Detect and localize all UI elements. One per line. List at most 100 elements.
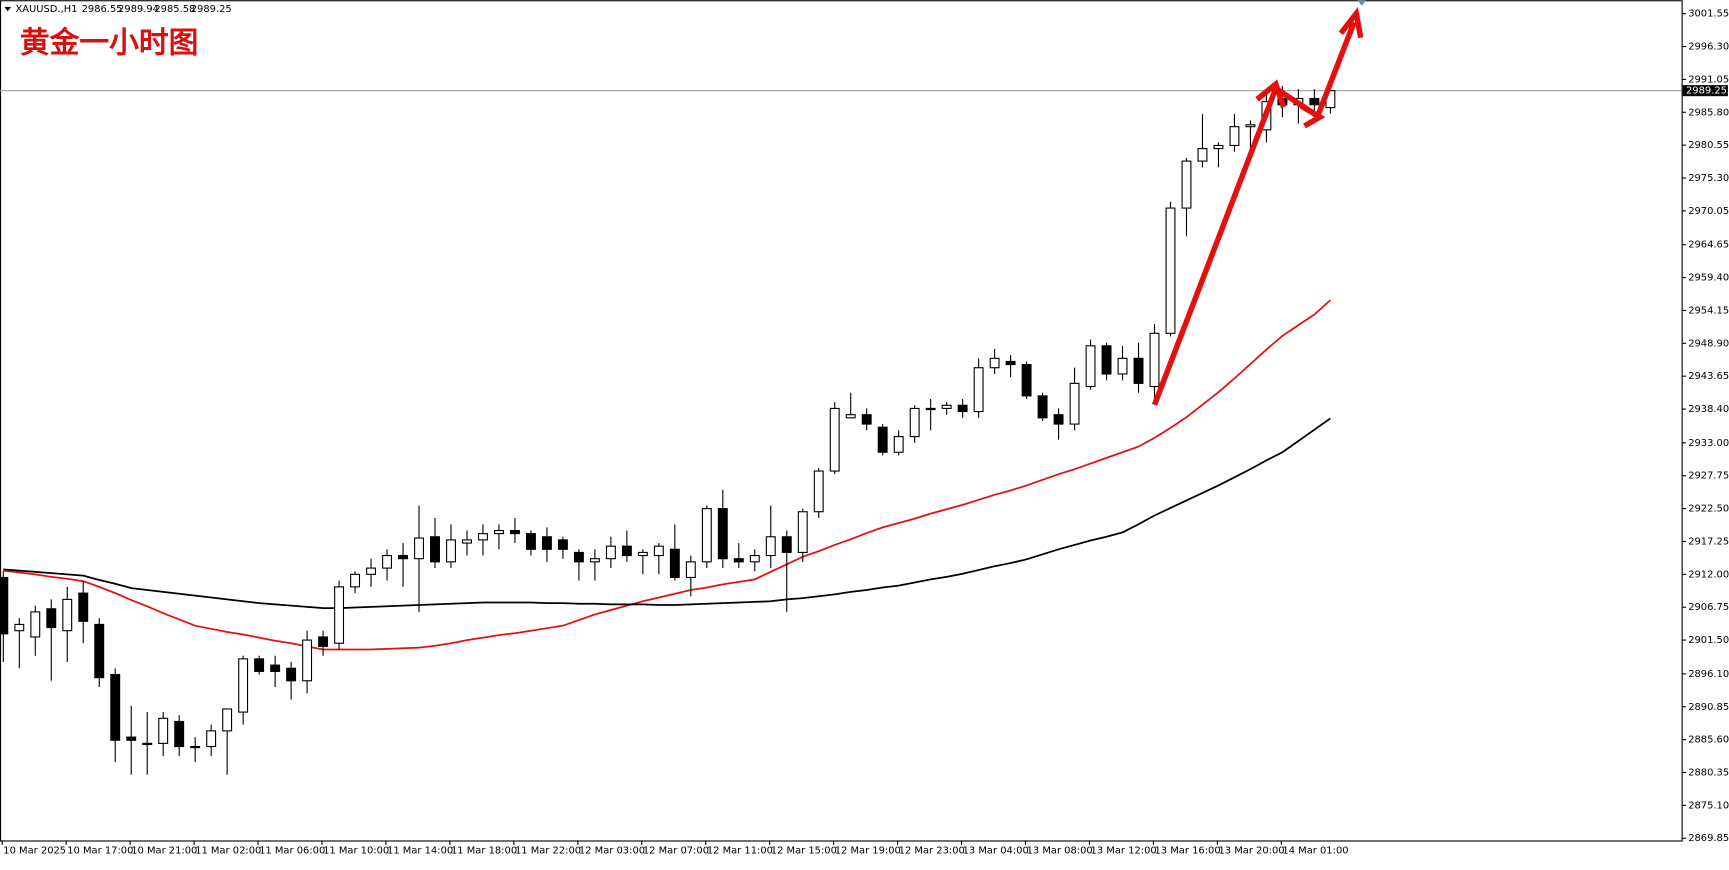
y-tick-label: 2959.40 <box>1688 273 1729 284</box>
y-tick-label: 2975.30 <box>1688 173 1729 184</box>
candle-body <box>1229 126 1240 147</box>
candle-body <box>557 539 568 550</box>
candle-body <box>382 555 393 569</box>
y-tick-label: 2991.05 <box>1688 74 1729 85</box>
candle-body <box>1117 357 1128 375</box>
candle-body <box>685 561 696 579</box>
marker <box>1357 0 1367 6</box>
y-tick-label: 2964.65 <box>1688 240 1729 251</box>
candle-body <box>701 508 712 563</box>
y-tick-label: 2917.25 <box>1688 536 1729 547</box>
x-tick-label: 13 Mar 04:00 <box>963 845 1029 856</box>
x-tick-label: 13 Mar 12:00 <box>1091 845 1157 856</box>
y-tick-label: 2896.10 <box>1688 669 1729 680</box>
y-tick-label: 2927.75 <box>1688 471 1729 482</box>
x-tick-label: 10 Mar 21:00 <box>131 845 197 856</box>
candle-body <box>0 576 9 635</box>
candle-body <box>717 508 728 560</box>
candle-body <box>462 539 472 544</box>
candle-body <box>621 545 632 557</box>
candle-body <box>350 573 361 588</box>
candle-body <box>541 536 552 550</box>
header-open: 2986.55 <box>82 4 123 15</box>
candle-body <box>1005 360 1016 366</box>
candle-body <box>637 551 648 557</box>
candle-body <box>605 545 616 560</box>
x-tick-label: 13 Mar 20:00 <box>1218 845 1284 856</box>
y-tick-label: 2943.65 <box>1688 371 1729 382</box>
y-tick-label: 3001.55 <box>1688 9 1729 20</box>
candle-body <box>1181 160 1192 209</box>
x-tick-label: 11 Mar 10:00 <box>323 845 389 856</box>
x-tick-label: 11 Mar 14:00 <box>387 845 453 856</box>
x-tick-label: 13 Mar 08:00 <box>1027 845 1093 856</box>
y-tick-label: 2906.75 <box>1688 602 1729 613</box>
candle-body <box>1085 345 1096 388</box>
candle-body <box>829 407 840 472</box>
header-close: 2989.25 <box>191 4 232 15</box>
candle-body <box>14 623 25 632</box>
y-tick-label: 2885.60 <box>1688 735 1729 746</box>
candle-body <box>861 414 872 425</box>
candle-body <box>909 407 920 438</box>
candle-body <box>797 511 808 553</box>
plot <box>0 85 1682 775</box>
x-tick-label: 13 Mar 16:00 <box>1155 845 1221 856</box>
annotation-arrow <box>1151 21 1357 406</box>
candle-body <box>973 367 984 413</box>
candle-body <box>1213 144 1224 150</box>
price-tag-bg <box>1682 85 1728 97</box>
candle-body <box>1069 382 1080 425</box>
y-tick-label: 2933.00 <box>1688 438 1729 449</box>
x-tick-label: 12 Mar 19:00 <box>835 845 901 856</box>
candle-body <box>398 555 408 560</box>
candle-body <box>1245 124 1256 128</box>
candle-body <box>653 545 664 557</box>
y-tick-label: 2938.40 <box>1688 404 1729 415</box>
x-tick-label: 12 Mar 03:00 <box>579 845 645 856</box>
candle-body <box>781 536 792 553</box>
x-tick-label: 14 Mar 01:00 <box>1282 845 1348 856</box>
y-tick-label: 2875.10 <box>1688 800 1729 811</box>
candle-body <box>733 558 744 563</box>
candle-body <box>494 529 504 535</box>
header-high: 2989.94 <box>118 4 159 15</box>
candle-body <box>669 548 680 579</box>
candle-body <box>190 745 201 749</box>
candle-body <box>573 551 584 563</box>
candle-body <box>206 730 217 748</box>
candle-body <box>174 720 185 748</box>
y-tick-label: 2869.85 <box>1688 833 1729 844</box>
candle-body <box>1021 364 1032 397</box>
candle-body <box>414 537 424 560</box>
candle-body <box>813 470 824 513</box>
x-tick-label: 12 Mar 11:00 <box>707 845 773 856</box>
y-tick-label: 2890.85 <box>1688 702 1729 713</box>
candle-body <box>158 717 169 744</box>
moving-average <box>3 299 1331 651</box>
plot-frame <box>0 0 1683 842</box>
candle-body <box>238 658 249 713</box>
x-tick-label: 11 Mar 02:00 <box>195 845 261 856</box>
y-tick-label: 2912.00 <box>1688 569 1729 580</box>
candle-body <box>334 586 345 644</box>
candle-body <box>430 536 440 563</box>
candle-body <box>1053 414 1064 425</box>
candle-body <box>222 708 233 732</box>
header: XAUUSD.,H1 2986.55 2989.94 2985.58 2989.… <box>4 4 232 15</box>
candle-body <box>845 414 856 419</box>
moving-average <box>3 417 1331 610</box>
chart-title: 黄金一小时图 <box>20 25 199 60</box>
candle-body <box>1197 148 1208 162</box>
candle-body <box>286 667 297 682</box>
x-tick-label: 10 Mar 17:00 <box>67 845 133 856</box>
candle-body <box>893 436 904 453</box>
x-tick-label: 12 Mar 23:00 <box>899 845 965 856</box>
x-tick-label: 11 Mar 06:00 <box>259 845 325 856</box>
candle-body <box>1133 357 1144 384</box>
x-tick-label: 12 Mar 07:00 <box>643 845 709 856</box>
candle-body <box>62 598 73 632</box>
y-tick-label: 2922.50 <box>1688 504 1729 515</box>
